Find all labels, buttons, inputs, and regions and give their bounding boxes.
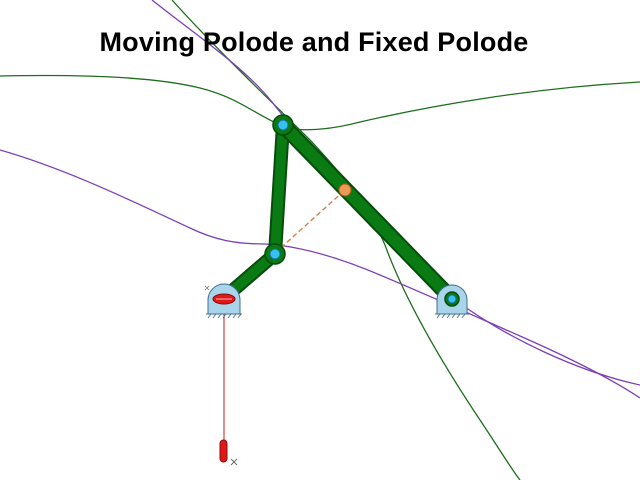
moving-polode-curve-lower: [0, 149, 640, 399]
pen-tracer-icon[interactable]: [219, 439, 238, 466]
instant-center-icon[interactable]: [338, 183, 352, 197]
fixed-polode-curve-diagonal: [171, 0, 521, 481]
construction-line-b-ic: [274, 189, 346, 254]
coupler-link-body: [270, 120, 288, 259]
fixed-polode-curve-upper: [0, 74, 640, 131]
page-title: Moving Polode and Fixed Polode: [99, 27, 529, 57]
pin-joint-middle[interactable]: [264, 243, 286, 265]
pin-joint-top[interactable]: [272, 114, 294, 136]
pin-joint-right[interactable]: [444, 291, 460, 307]
rocker-link-body: [277, 119, 458, 305]
